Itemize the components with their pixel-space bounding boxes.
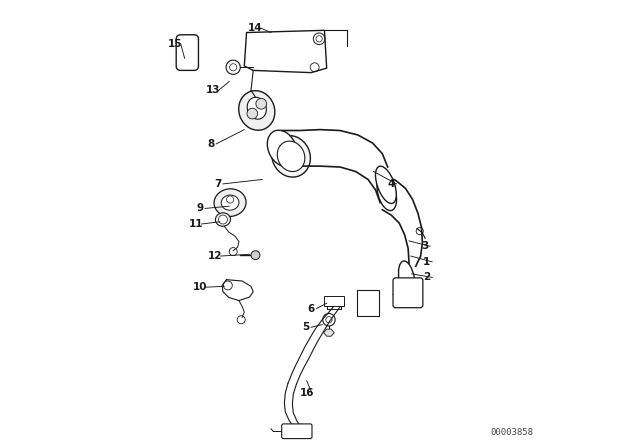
- Text: 13: 13: [206, 86, 220, 95]
- Text: 2: 2: [423, 272, 431, 282]
- Ellipse shape: [272, 136, 310, 177]
- Circle shape: [256, 99, 267, 109]
- Text: 15: 15: [168, 39, 182, 49]
- FancyBboxPatch shape: [324, 296, 344, 306]
- Text: 5: 5: [302, 322, 309, 332]
- Ellipse shape: [239, 90, 275, 130]
- Ellipse shape: [216, 213, 230, 226]
- Circle shape: [251, 251, 260, 260]
- Text: 11: 11: [189, 219, 204, 229]
- Ellipse shape: [268, 130, 297, 166]
- Text: 12: 12: [208, 251, 223, 261]
- FancyBboxPatch shape: [176, 35, 198, 70]
- Text: 00003858: 00003858: [491, 428, 534, 437]
- Ellipse shape: [247, 97, 266, 119]
- Text: 8: 8: [207, 139, 214, 149]
- FancyBboxPatch shape: [357, 290, 379, 316]
- Ellipse shape: [399, 261, 415, 298]
- Ellipse shape: [221, 195, 239, 210]
- FancyBboxPatch shape: [393, 278, 423, 308]
- Text: 4: 4: [388, 179, 395, 189]
- Text: 14: 14: [248, 23, 263, 33]
- Text: 1: 1: [423, 257, 431, 267]
- Circle shape: [247, 108, 258, 119]
- Circle shape: [218, 215, 227, 224]
- Ellipse shape: [377, 175, 397, 211]
- Text: 3: 3: [421, 241, 428, 251]
- Text: 16: 16: [300, 388, 314, 398]
- Polygon shape: [244, 30, 326, 73]
- Text: 7: 7: [214, 179, 221, 189]
- Polygon shape: [324, 329, 334, 336]
- Ellipse shape: [277, 141, 305, 172]
- Ellipse shape: [214, 189, 246, 216]
- Text: 6: 6: [307, 304, 315, 314]
- Ellipse shape: [376, 166, 396, 203]
- Text: 10: 10: [193, 282, 207, 292]
- Text: 9: 9: [196, 203, 204, 213]
- FancyBboxPatch shape: [282, 424, 312, 439]
